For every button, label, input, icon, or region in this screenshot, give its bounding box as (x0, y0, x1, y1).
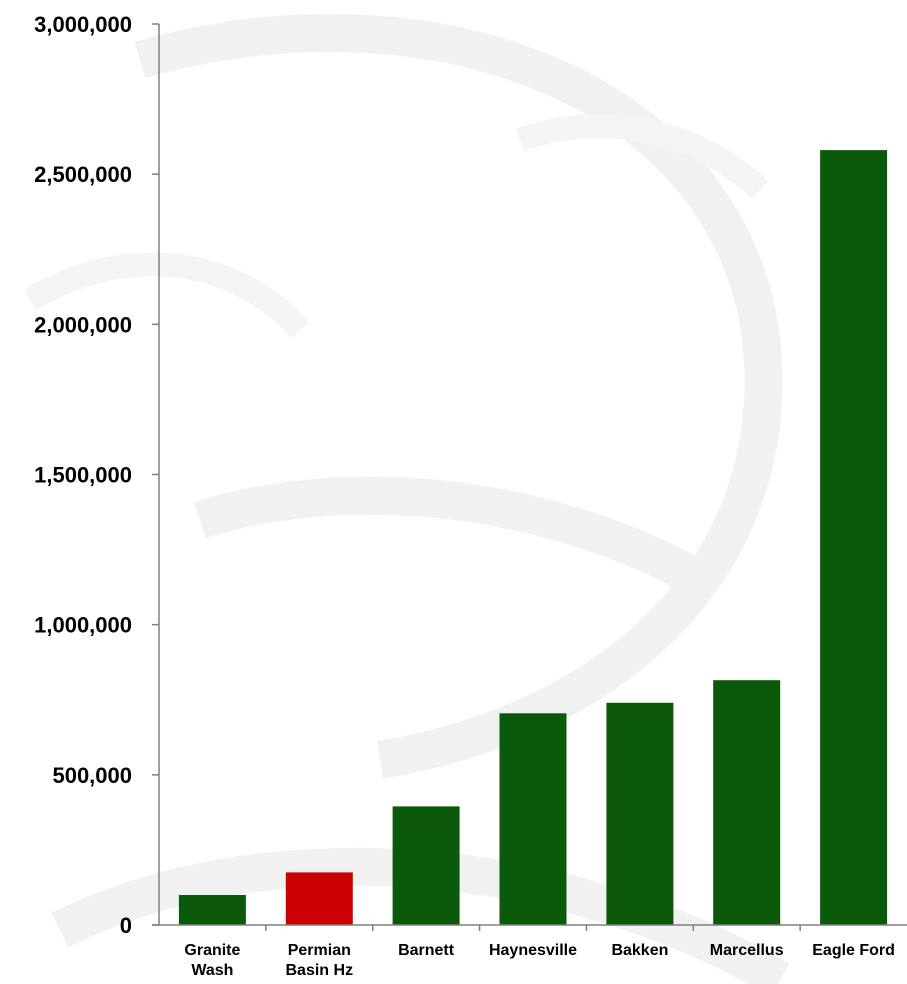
y-tick-label: 0 (120, 913, 132, 938)
x-category-label: Eagle Ford (812, 942, 895, 959)
x-category-label: Granite Wash (184, 942, 240, 979)
y-tick-label: 1,500,000 (34, 463, 132, 488)
bar-0 (178, 895, 246, 925)
x-category-labels: Granite Wash Permian Basin Hz Barnett Haynesv… (184, 942, 895, 979)
bar-2 (392, 806, 460, 925)
y-tick-label: 2,000,000 (34, 312, 132, 337)
bar-1 (285, 872, 353, 925)
x-category-label: Bakken (611, 942, 668, 959)
bars-group (178, 150, 888, 926)
bar-4 (606, 702, 674, 925)
y-tick-label: 1,000,000 (34, 613, 132, 638)
bar-3 (499, 713, 567, 925)
x-category-label: Marcellus (710, 942, 784, 959)
y-tick-label: 500,000 (52, 763, 132, 788)
bar-6 (820, 150, 888, 926)
x-category-label: Permian Basin Hz (286, 942, 354, 979)
x-category-label: Barnett (398, 942, 455, 959)
x-category-label: Haynesville (489, 942, 577, 959)
y-tick-label: 2,500,000 (34, 162, 132, 187)
y-tick-labels: 0 500,000 1,000,000 1,500,000 2,000,000 2,500… (34, 12, 132, 938)
bar-5 (713, 680, 781, 925)
y-tick-label: 3,000,000 (34, 12, 132, 37)
axes-group (152, 23, 907, 931)
